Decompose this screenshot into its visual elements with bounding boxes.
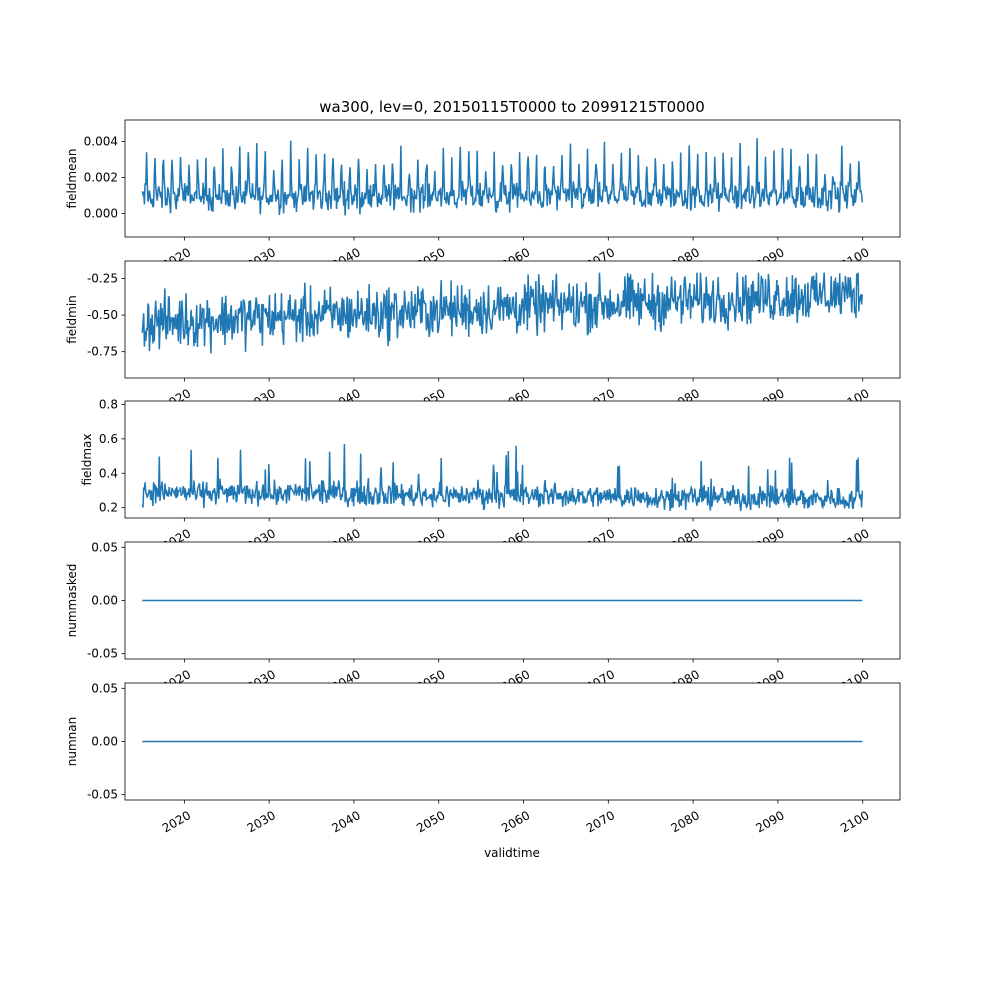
y-tick-label: 0.002: [84, 171, 118, 185]
y-tick-label: 0.004: [84, 135, 118, 149]
x-tick-label: 2040: [329, 808, 362, 835]
subplot-numnan: -0.05 0.00 0.05 numnan 2020 2030 2040 2050 2060 2…: [65, 681, 901, 835]
y-tick-label: -0.05: [87, 647, 118, 661]
y-tick-label: 0.8: [99, 397, 118, 411]
series-line-fieldmin: [141, 272, 864, 354]
y-tick-label: 0.05: [91, 540, 118, 554]
y-axis-label: fieldmax: [80, 433, 94, 485]
series-line-fieldmax: [141, 443, 864, 512]
y-tick-label: -0.50: [87, 308, 118, 322]
axes-frame: [124, 400, 901, 519]
x-tick-label: 2090: [753, 808, 786, 835]
series-line-fieldmean: [141, 138, 864, 216]
y-tick-label: 0.05: [91, 681, 118, 695]
y-tick-label: 0.000: [84, 207, 118, 221]
x-tick-label: 2050: [414, 808, 447, 835]
x-tick-label: 2020: [160, 808, 193, 835]
x-tick-label: 2080: [669, 808, 702, 835]
y-axis-label: numnan: [65, 717, 79, 766]
axes-frame: [124, 119, 901, 238]
y-axis-label: fieldmean: [65, 149, 79, 209]
y-axis-label: nummasked: [65, 564, 79, 638]
chart-title: wa300, lev=0, 20150115T0000 to 20991215T…: [319, 98, 705, 116]
y-tick-label: 0.4: [99, 466, 118, 480]
x-tick-label: 2070: [584, 808, 617, 835]
y-tick-label: 0.6: [99, 432, 118, 446]
x-tick-label: 2100: [838, 808, 871, 835]
x-tick-label: 2030: [245, 808, 278, 835]
y-tick-label: 0.2: [99, 501, 118, 515]
axes-frame: [124, 260, 901, 379]
y-tick-label: 0.00: [91, 594, 118, 608]
y-tick-label: -0.25: [87, 272, 118, 286]
y-tick-label: -0.05: [87, 788, 118, 802]
y-axis-label: fieldmin: [65, 295, 79, 344]
x-axis-label: validtime: [484, 846, 540, 860]
y-tick-label: 0.00: [91, 735, 118, 749]
x-tick-label: 2060: [499, 808, 532, 835]
y-tick-label: -0.75: [87, 345, 118, 359]
